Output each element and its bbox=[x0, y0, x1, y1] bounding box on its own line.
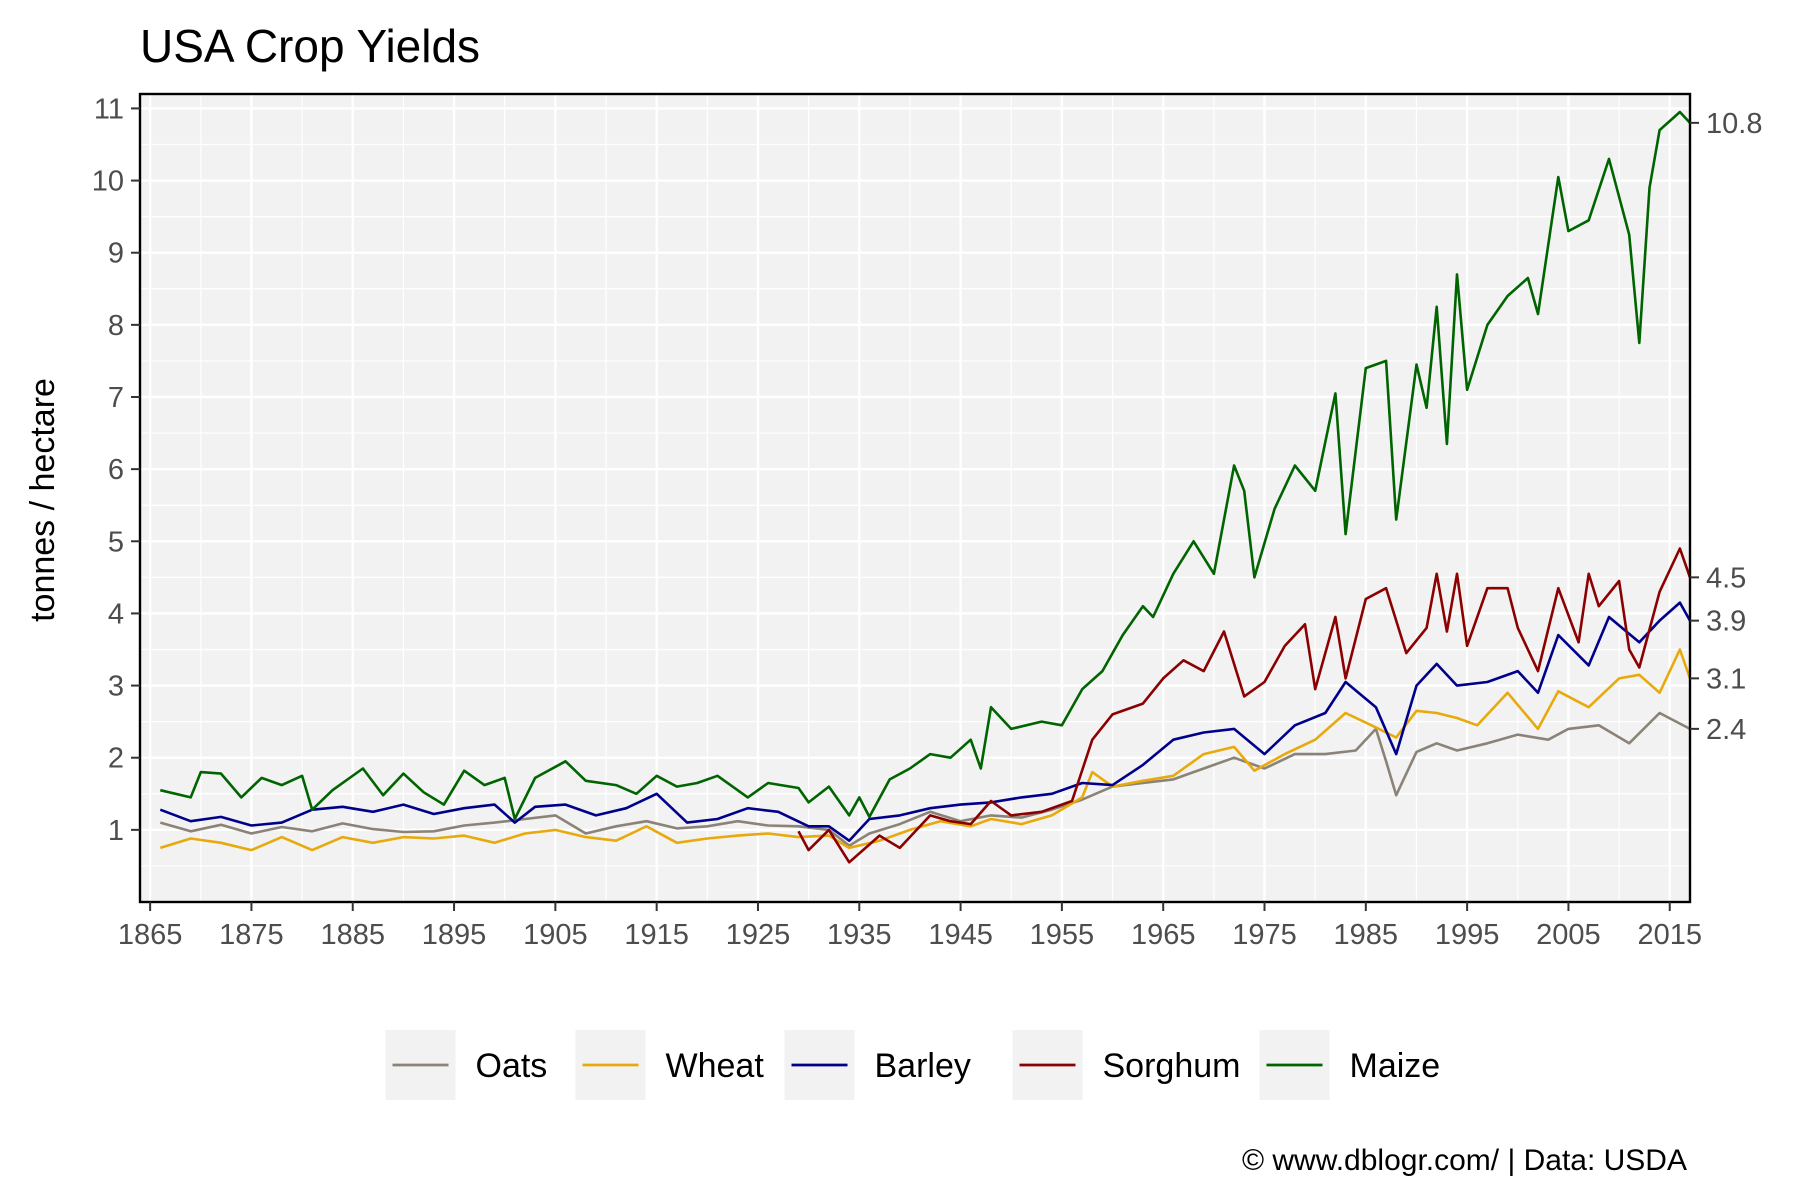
legend-label: Maize bbox=[1350, 1047, 1441, 1085]
legend-label: Oats bbox=[476, 1047, 548, 1085]
y-tick-label: 5 bbox=[108, 526, 124, 558]
plot-border bbox=[138, 92, 1692, 904]
legend-label: Barley bbox=[875, 1047, 971, 1085]
y-tick-label: 6 bbox=[108, 454, 124, 486]
plot-panel bbox=[140, 94, 1690, 902]
series-line-barley bbox=[159, 601, 1692, 842]
x-tick-label: 2015 bbox=[1637, 919, 1702, 951]
end-value-label-wheat: 3.1 bbox=[1706, 663, 1746, 695]
legend-item-wheat: Wheat bbox=[575, 1030, 765, 1100]
end-value-axis: 10.8 4.5 3.9 3.1 2.4 bbox=[1690, 108, 1762, 746]
y-tick-label: 10 bbox=[92, 166, 124, 198]
series-line-oats bbox=[159, 711, 1691, 847]
x-tick-label: 1995 bbox=[1435, 919, 1500, 951]
x-tick-label: 1875 bbox=[219, 919, 284, 951]
x-tick-label: 1885 bbox=[320, 919, 385, 951]
y-tick-label: 2 bbox=[108, 743, 124, 775]
y-axis-title: tonnes / hectare bbox=[24, 378, 62, 622]
caption: © www.dblogr.com/ | Data: USDA bbox=[1242, 1144, 1687, 1177]
series-line-maize bbox=[160, 110, 1691, 821]
legend-item-barley: Barley bbox=[784, 1030, 971, 1100]
x-tick-label: 1985 bbox=[1334, 919, 1399, 951]
panel-border bbox=[138, 92, 1692, 904]
x-tick-label: 1915 bbox=[624, 919, 689, 951]
x-tick-label: 1955 bbox=[1030, 919, 1095, 951]
x-tick-label: 1945 bbox=[928, 919, 993, 951]
chart-title: USA Crop Yields bbox=[140, 20, 480, 72]
x-tick-label: 1905 bbox=[523, 919, 588, 951]
y-tick-label: 11 bbox=[94, 93, 124, 125]
x-tick-label: 2005 bbox=[1536, 919, 1601, 951]
y-axis: 1 2 3 4 5 6 7 8 9 10 11 bbox=[92, 93, 140, 847]
x-tick-label: 1925 bbox=[726, 919, 791, 951]
series-line-sorghum bbox=[797, 547, 1692, 864]
legend-label: Sorghum bbox=[1103, 1047, 1241, 1085]
legend-item-maize: Maize bbox=[1259, 1030, 1441, 1100]
y-tick-label: 4 bbox=[108, 598, 124, 630]
x-tick-label: 1975 bbox=[1232, 919, 1297, 951]
x-axis: 1865 1875 1885 1895 1905 1915 1925 1935 1945 1955… bbox=[118, 902, 1702, 951]
legend: Oats Wheat Barley Sorghum Maize bbox=[385, 1030, 1441, 1100]
legend-item-sorghum: Sorghum bbox=[1012, 1030, 1241, 1100]
y-tick-label: 7 bbox=[108, 382, 124, 414]
legend-label: Wheat bbox=[666, 1047, 765, 1085]
y-tick-label: 9 bbox=[108, 238, 124, 270]
grid-lines bbox=[140, 94, 1690, 902]
x-tick-label: 1935 bbox=[827, 919, 892, 951]
x-tick-label: 1865 bbox=[118, 919, 183, 951]
panel-background bbox=[140, 94, 1690, 902]
legend-item-oats: Oats bbox=[385, 1030, 548, 1100]
series-line-wheat bbox=[159, 648, 1692, 852]
y-tick-label: 8 bbox=[108, 310, 124, 342]
series-lines bbox=[159, 110, 1692, 864]
end-value-label-sorghum: 4.5 bbox=[1706, 562, 1746, 594]
end-value-label-barley: 3.9 bbox=[1706, 606, 1746, 638]
end-value-label-oats: 2.4 bbox=[1706, 714, 1746, 746]
end-value-label-maize: 10.8 bbox=[1706, 108, 1762, 140]
y-tick-label: 1 bbox=[108, 815, 124, 847]
x-tick-label: 1965 bbox=[1131, 919, 1196, 951]
x-tick-label: 1895 bbox=[422, 919, 487, 951]
y-tick-label: 3 bbox=[108, 671, 124, 703]
